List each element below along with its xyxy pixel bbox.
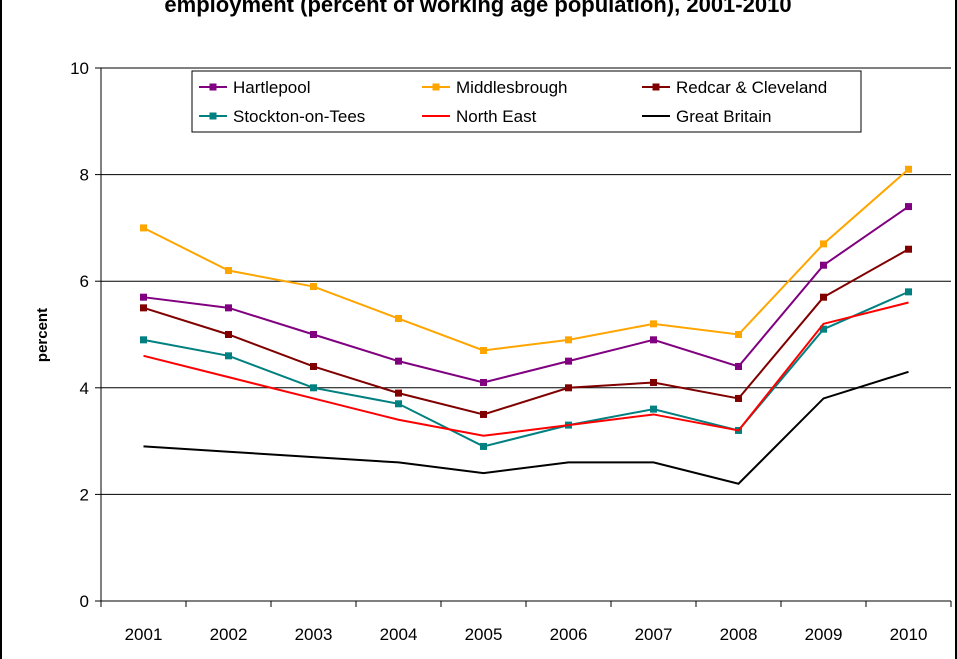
x-tick-label: 2007 — [635, 625, 673, 644]
x-tick-label: 2004 — [380, 625, 418, 644]
data-point — [820, 240, 827, 248]
legend-label: Stockton-on-Tees — [233, 107, 365, 126]
x-tick-label: 2008 — [720, 625, 758, 644]
data-point — [480, 442, 487, 450]
y-tick-label: 4 — [80, 379, 89, 398]
series-line — [143, 205, 910, 384]
data-point — [480, 346, 487, 354]
y-axis-title: percent — [34, 308, 51, 362]
legend-label: North East — [456, 107, 537, 126]
data-point — [310, 331, 317, 338]
data-point — [650, 405, 657, 413]
data-point — [735, 331, 742, 338]
data-point — [650, 320, 657, 328]
x-tick-label: 2003 — [295, 625, 333, 644]
data-point — [310, 362, 317, 370]
series-line — [143, 290, 909, 448]
data-point — [820, 325, 827, 333]
data-point — [225, 304, 232, 312]
data-point — [565, 336, 572, 344]
data-point — [480, 378, 487, 386]
chart-title: employment (percent of working age popul… — [164, 0, 791, 17]
series-line — [143, 301, 909, 437]
data-point — [310, 283, 317, 291]
y-tick-label: 6 — [80, 272, 89, 291]
data-point — [905, 203, 912, 211]
data-point — [820, 293, 827, 301]
data-point — [650, 378, 657, 386]
legend-marker — [209, 83, 217, 91]
data-point — [140, 336, 147, 344]
y-tick-label: 10 — [70, 59, 89, 78]
data-point — [565, 357, 572, 365]
legend-label: Redcar & Cleveland — [676, 78, 827, 97]
data-point — [905, 245, 912, 253]
data-point — [310, 384, 317, 392]
data-point — [225, 267, 232, 275]
x-tick-label: 2002 — [210, 625, 248, 644]
legend-marker — [432, 83, 440, 91]
legend-label: Great Britain — [676, 107, 771, 126]
x-tick-label: 2005 — [465, 625, 503, 644]
x-tick-label: 2001 — [125, 625, 163, 644]
data-point — [735, 394, 742, 402]
x-tick-label: 2009 — [805, 625, 843, 644]
data-point — [395, 315, 402, 323]
data-point — [565, 384, 572, 392]
data-point — [480, 410, 487, 418]
legend-box — [191, 70, 862, 133]
data-point — [140, 224, 147, 232]
data-point — [650, 336, 657, 344]
data-point — [395, 389, 402, 397]
x-tick-label: 2006 — [550, 625, 588, 644]
series-line — [143, 370, 909, 485]
data-point — [820, 261, 827, 269]
y-tick-label: 2 — [80, 485, 89, 504]
x-tick-label: 2010 — [890, 625, 928, 644]
data-point — [225, 352, 232, 360]
data-point — [395, 357, 402, 365]
legend-marker — [209, 112, 217, 120]
series-line — [143, 168, 910, 352]
data-point — [395, 400, 402, 408]
data-point — [905, 165, 912, 173]
y-tick-label: 0 — [80, 592, 89, 611]
data-point — [140, 293, 147, 301]
data-point — [735, 362, 742, 370]
legend-marker — [652, 83, 660, 91]
data-point — [140, 304, 147, 312]
data-point — [905, 288, 912, 296]
y-tick-label: 8 — [80, 166, 89, 185]
legend-label: Hartlepool — [233, 78, 311, 97]
series-line — [143, 248, 909, 416]
data-point — [225, 331, 232, 338]
legend-label: Middlesbrough — [456, 78, 568, 97]
